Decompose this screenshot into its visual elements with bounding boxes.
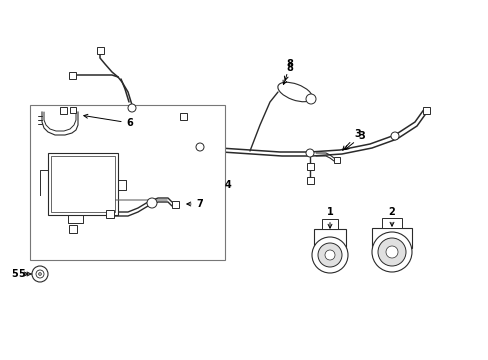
Bar bbox=[30, 105, 224, 260]
Text: 1: 1 bbox=[326, 207, 333, 228]
Circle shape bbox=[147, 198, 157, 208]
Circle shape bbox=[390, 132, 398, 140]
Circle shape bbox=[371, 232, 411, 272]
Bar bbox=[60, 107, 66, 113]
Bar bbox=[313, 229, 346, 251]
Bar bbox=[321, 219, 337, 229]
Bar bbox=[333, 157, 339, 163]
Circle shape bbox=[36, 270, 44, 278]
Bar bbox=[381, 218, 401, 228]
Bar bbox=[371, 228, 411, 248]
Bar bbox=[48, 153, 118, 215]
Ellipse shape bbox=[277, 82, 311, 102]
Circle shape bbox=[53, 204, 59, 210]
Bar bbox=[51, 156, 115, 212]
Circle shape bbox=[325, 250, 334, 260]
Circle shape bbox=[305, 94, 315, 104]
Text: 5: 5 bbox=[11, 269, 28, 279]
Text: 7: 7 bbox=[186, 199, 203, 209]
Text: 2: 2 bbox=[388, 207, 395, 226]
Bar bbox=[96, 46, 103, 54]
Text: 3: 3 bbox=[345, 131, 365, 150]
Circle shape bbox=[39, 273, 41, 275]
Text: 5: 5 bbox=[19, 269, 31, 279]
Bar bbox=[306, 176, 313, 184]
Text: 6: 6 bbox=[83, 114, 133, 128]
Bar bbox=[306, 162, 313, 170]
Circle shape bbox=[317, 243, 341, 267]
Circle shape bbox=[41, 123, 47, 129]
Circle shape bbox=[32, 266, 48, 282]
Text: 3: 3 bbox=[342, 129, 361, 150]
Bar bbox=[179, 112, 186, 120]
Circle shape bbox=[196, 143, 203, 151]
Text: 8: 8 bbox=[283, 63, 293, 84]
Circle shape bbox=[377, 238, 405, 266]
Bar bbox=[422, 107, 428, 113]
Text: 8: 8 bbox=[284, 59, 293, 80]
Bar bbox=[106, 210, 114, 218]
Bar bbox=[34, 114, 42, 122]
Bar bbox=[68, 72, 75, 78]
Bar bbox=[69, 225, 77, 233]
Bar bbox=[70, 107, 76, 113]
Circle shape bbox=[51, 202, 61, 212]
Circle shape bbox=[385, 246, 397, 258]
Circle shape bbox=[311, 237, 347, 273]
Circle shape bbox=[305, 149, 313, 157]
Text: 4: 4 bbox=[224, 180, 231, 190]
Circle shape bbox=[128, 104, 136, 112]
Bar bbox=[171, 201, 178, 207]
